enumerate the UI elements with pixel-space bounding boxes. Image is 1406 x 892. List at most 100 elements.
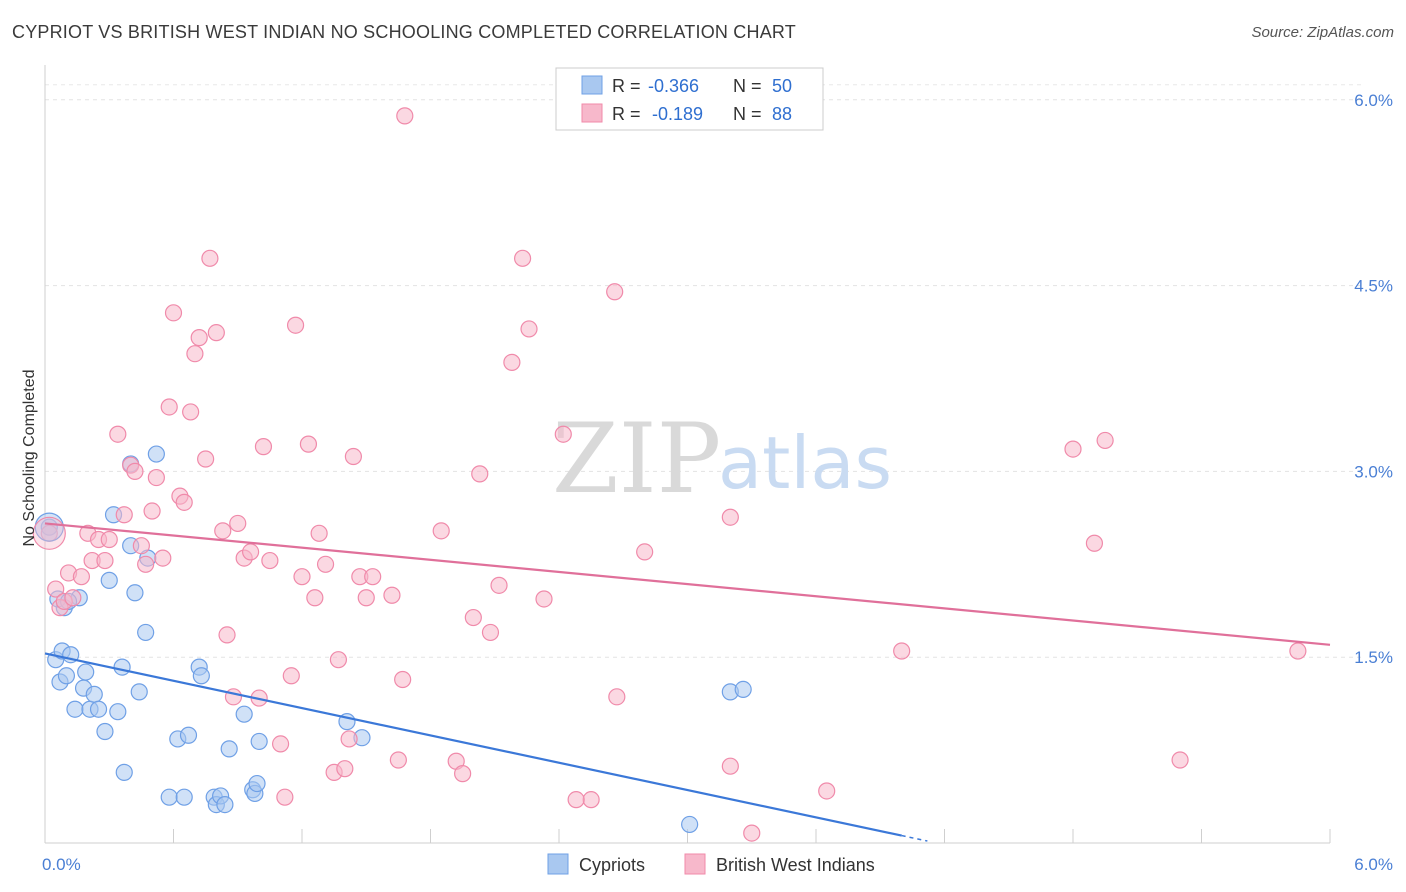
source-credit: Source: ZipAtlas.com	[1251, 24, 1394, 41]
bwi-point-61	[432, 522, 450, 540]
cypriot-trend-line	[44, 652, 902, 837]
watermark-zip: ZIP	[552, 403, 721, 515]
bwi-point-29	[201, 249, 219, 267]
bottom-legend: Cypriots British West Indians	[547, 853, 875, 875]
y-tick-label-3: 6.0%	[1354, 91, 1393, 110]
bwi-point-43	[286, 316, 305, 334]
bwi-point-12	[109, 425, 127, 443]
bwi-point-15	[126, 462, 144, 480]
cypriot-point-38	[235, 705, 253, 723]
stats-legend-n-value-1: 50	[772, 76, 792, 96]
y-tick-label-0: 1.5%	[1354, 648, 1393, 667]
bwi-trend-line	[44, 522, 1331, 646]
cypriot-point-13	[89, 700, 108, 718]
stats-legend-swatch-cypriots	[581, 75, 603, 95]
bwi-point-19	[147, 468, 165, 487]
bwi-point-51	[336, 760, 354, 778]
bwi-point-6	[72, 568, 91, 586]
bwi-point-57	[383, 586, 401, 604]
cypriot-point-24	[137, 623, 155, 642]
cypriot-point-41	[248, 774, 266, 793]
chart-title: CYPRIOT VS BRITISH WEST INDIAN NO SCHOOL…	[12, 22, 796, 42]
bwi-point-87	[567, 791, 585, 809]
cypriot-point-large	[34, 512, 64, 542]
bwi-point-55	[357, 589, 375, 607]
x-tick-label-1: 6.0%	[1354, 855, 1393, 874]
bottom-legend-label-bwi: British West Indians	[716, 855, 875, 875]
bwi-point-48	[316, 555, 335, 573]
bottom-legend-swatch-bwi	[684, 853, 706, 875]
bwi-point-66	[481, 623, 500, 642]
watermark-atlas: atlas	[718, 421, 892, 505]
bottom-legend-label-cypriots: Cypriots	[579, 855, 645, 875]
bwi-point-41	[276, 788, 294, 806]
bwi-point-34	[229, 514, 247, 533]
bwi-point-20	[154, 549, 172, 567]
cypriot-point-19	[115, 763, 133, 781]
bwi-point-80	[818, 782, 836, 800]
bwi-point-85	[1171, 751, 1189, 769]
bwi-point-38	[254, 438, 273, 456]
bwi-point-28	[197, 450, 215, 468]
bwi-point-46	[306, 589, 324, 607]
cypriot-point-7	[66, 700, 84, 718]
cypriot-point-26	[147, 445, 165, 463]
bwi-point-44	[293, 568, 311, 586]
bwi-point-42	[282, 667, 300, 685]
bwi-point-58	[389, 751, 407, 769]
bwi-point-84	[1096, 431, 1114, 450]
bwi-point-69	[513, 249, 532, 267]
cypriot-point-29	[175, 788, 193, 806]
bwi-point-67	[490, 576, 508, 594]
cypriot-point-15	[100, 571, 118, 589]
cypriot-point-23	[130, 683, 148, 701]
cypriot-point-32	[192, 667, 210, 685]
cypriot-point-17	[109, 703, 127, 721]
bwi-point-18	[143, 502, 161, 520]
cypriot-point-14	[96, 722, 114, 741]
cypriot-point-45	[681, 815, 699, 834]
cypriot-point-22	[126, 584, 144, 602]
bwi-point-78	[721, 508, 739, 526]
bwi-point-40	[271, 735, 290, 753]
x-tick-label-0: 0.0%	[42, 855, 81, 874]
y-tick-label-2: 4.5%	[1354, 277, 1393, 296]
stats-legend-r-label-1: R =	[612, 76, 641, 96]
bwi-point-76	[636, 543, 654, 561]
bwi-point-53	[344, 447, 362, 466]
bwi-point-39	[261, 551, 279, 570]
stats-legend-n-label-2: N =	[733, 104, 762, 124]
bwi-point-21	[160, 398, 178, 416]
bwi-point-16	[132, 537, 150, 555]
bwi-point-63	[454, 765, 472, 783]
cypriot-point-30	[179, 726, 198, 744]
bwi-point-large	[32, 516, 66, 550]
bwi-point-72	[554, 425, 572, 443]
bwi-point-27	[190, 329, 208, 347]
stats-legend-r-label-2: R =	[612, 104, 641, 124]
cypriot-point-36	[216, 795, 234, 814]
grid-lines	[45, 84, 1365, 658]
bwi-point-64	[464, 608, 482, 627]
cypriot-point-37	[220, 740, 238, 758]
bwi-point-30	[207, 324, 225, 342]
bwi-point-74	[606, 283, 624, 301]
bwi-point-82	[1064, 440, 1082, 458]
cypriot-point-5	[57, 667, 76, 685]
bwi-point-17	[137, 555, 155, 573]
bwi-point-31	[214, 522, 232, 540]
y-tick-label-1: 3.0%	[1354, 462, 1393, 481]
cypriot-point-10	[77, 663, 95, 681]
stats-legend-r-value-2: -0.189	[652, 104, 703, 124]
cypriot-trend-extension	[901, 834, 928, 842]
x-tick-labels: 0.0% 6.0%	[42, 855, 1393, 874]
axes	[44, 65, 1331, 844]
bottom-legend-swatch-cypriots	[547, 853, 569, 875]
cypriot-point-47	[734, 680, 752, 699]
cypriot-point-42	[250, 732, 268, 751]
bwi-point-70	[520, 320, 538, 338]
bwi-point-68	[503, 353, 521, 371]
bwi-point-11	[100, 530, 118, 549]
bwi-point-73	[582, 791, 600, 809]
bwi-point-47	[310, 524, 328, 542]
